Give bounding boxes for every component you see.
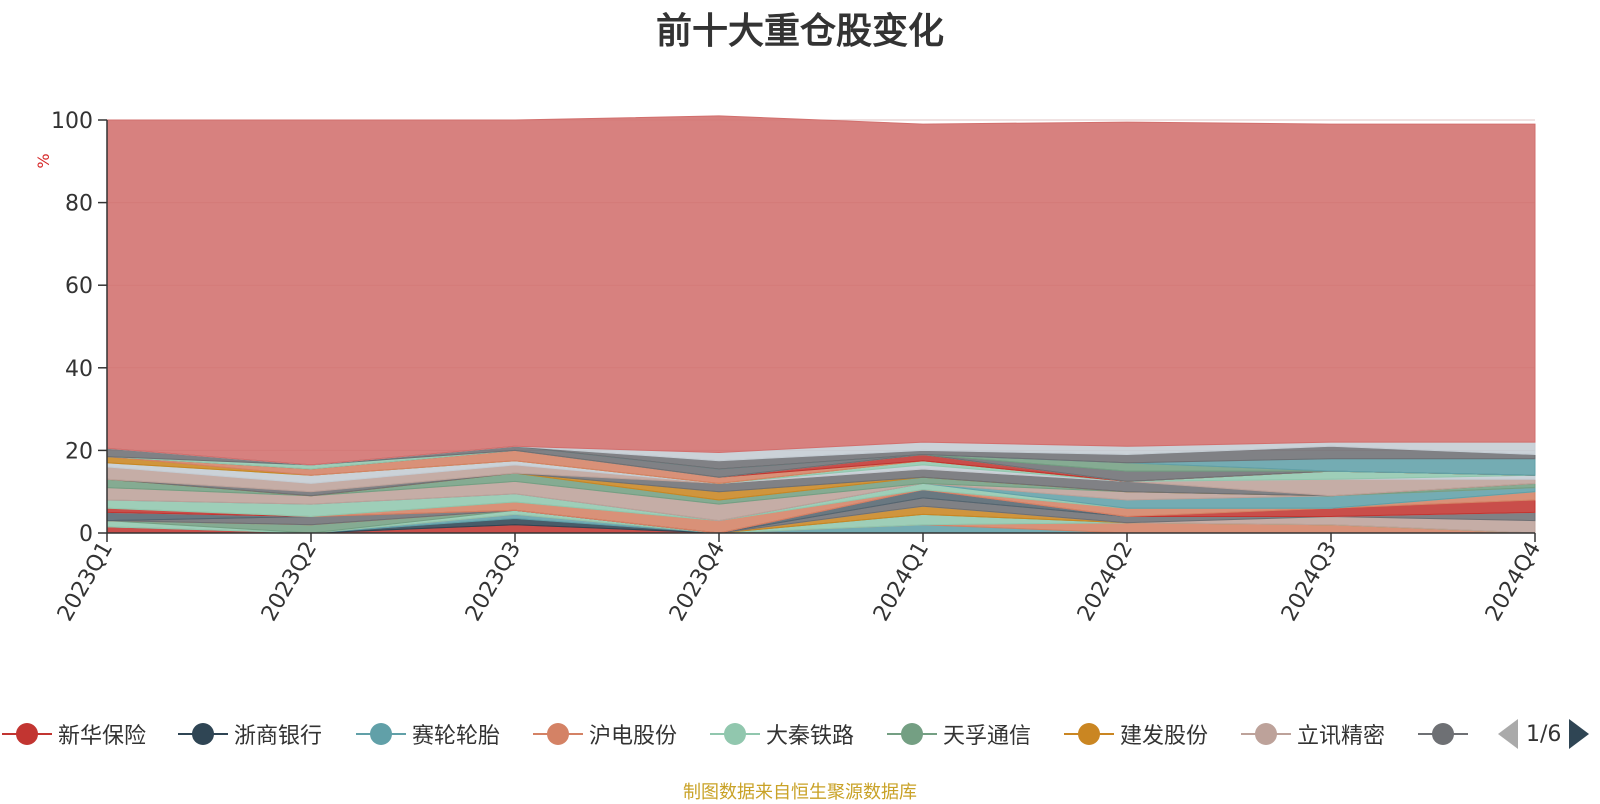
legend-marker-icon (356, 719, 406, 749)
legend-item[interactable]: 沪电股份 (533, 712, 677, 756)
legend-item[interactable] (1418, 712, 1474, 756)
x-tick-label: 2024Q2 (1073, 538, 1138, 626)
legend-label: 沪电股份 (589, 724, 678, 749)
x-tick-label: 2023Q4 (665, 538, 730, 626)
legend: 新华保险 浙商银行 赛轮轮胎 沪电股份 大秦铁路 天孚通信 建发股份 立讯精密 (0, 712, 1600, 756)
y-axis-unit-label: % (34, 153, 53, 168)
prev-page-icon[interactable] (1498, 719, 1518, 749)
legend-marker-icon (533, 719, 583, 749)
legend-item[interactable]: 立讯精密 (1241, 712, 1385, 756)
legend-item[interactable]: 新华保险 (2, 712, 146, 756)
legend-item[interactable]: 建发股份 (1064, 712, 1208, 756)
legend-label: 赛轮轮胎 (412, 724, 501, 749)
legend-marker-icon (2, 719, 52, 749)
y-tick-label: 0 (79, 522, 93, 547)
y-tick-label: 100 (51, 109, 93, 134)
x-tick-label: 2023Q1 (53, 538, 118, 626)
legend-label: 建发股份 (1120, 724, 1209, 749)
legend-label: 浙商银行 (234, 724, 323, 749)
x-tick-label: 2023Q2 (257, 538, 322, 626)
legend-item[interactable]: 赛轮轮胎 (356, 712, 500, 756)
x-tick-label: 2024Q4 (1481, 538, 1546, 626)
area-series-32 (106, 115, 1536, 466)
y-tick-label: 20 (65, 439, 93, 464)
legend-marker-icon (887, 719, 937, 749)
legend-item[interactable]: 天孚通信 (887, 712, 1031, 756)
area-layer (106, 115, 1536, 534)
y-tick-label: 40 (65, 357, 93, 382)
legend-marker-icon (1064, 719, 1114, 749)
legend-label: 天孚通信 (943, 724, 1032, 749)
legend-label: 立讯精密 (1297, 724, 1386, 749)
x-tick-label: 2023Q3 (461, 538, 526, 626)
chart-title: 前十大重仓股变化 (655, 11, 944, 52)
legend-marker-icon (1241, 719, 1291, 749)
legend-label: 新华保险 (58, 724, 147, 749)
y-tick-label: 80 (65, 192, 93, 217)
legend-page-indicator: 1/6 (1526, 721, 1562, 747)
legend-pager: 1/6 (1498, 714, 1590, 754)
y-tick-label: 60 (65, 274, 93, 299)
legend-item[interactable]: 大秦铁路 (710, 712, 854, 756)
legend-item[interactable]: 浙商银行 (178, 712, 322, 756)
legend-marker-icon (1418, 719, 1468, 749)
data-source-note: 制图数据来自恒生聚源数据库 (683, 782, 917, 803)
x-tick-label: 2024Q1 (869, 538, 934, 626)
legend-label: 大秦铁路 (766, 724, 855, 749)
legend-marker-icon (710, 719, 760, 749)
x-tick-label: 2024Q3 (1277, 538, 1342, 626)
legend-marker-icon (178, 719, 228, 749)
next-page-icon[interactable] (1569, 719, 1590, 749)
